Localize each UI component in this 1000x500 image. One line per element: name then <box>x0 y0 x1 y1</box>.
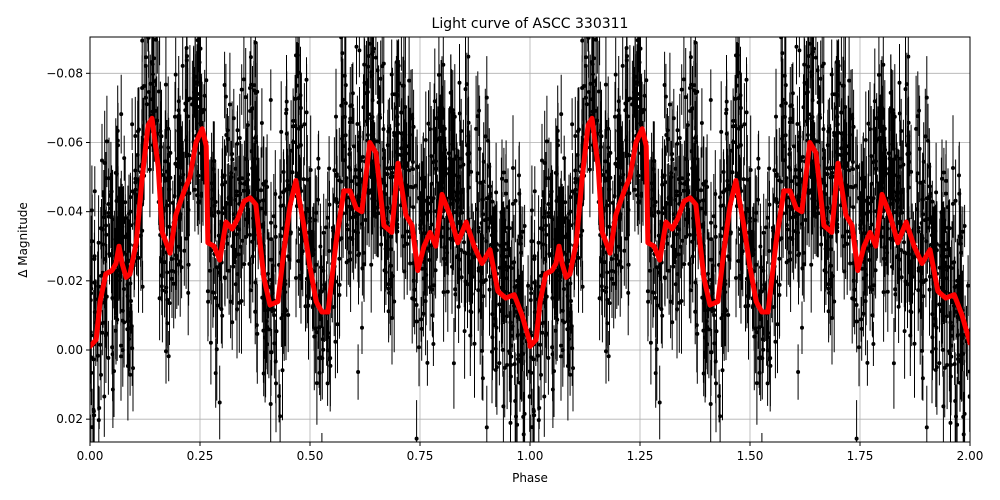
model-curve <box>90 115 970 349</box>
x-tick-label: 0.50 <box>297 449 324 463</box>
x-tick-label: 1.50 <box>737 449 764 463</box>
y-axis-ticks: −0.08 −0.06 −0.04 −0.02 0.00 0.02 <box>46 66 90 426</box>
x-tick-label: 0.25 <box>187 449 214 463</box>
y-tick-label: −0.02 <box>46 274 83 288</box>
x-tick-label: 1.75 <box>847 449 874 463</box>
chart-title: Light curve of ASCC 330311 <box>432 16 629 32</box>
x-axis-ticks: 0.00 0.25 0.50 0.75 1.00 1.25 1.50 1.75 2.00 <box>77 442 984 463</box>
y-tick-label: 0.02 <box>56 412 83 426</box>
y-tick-label: 0.00 <box>56 343 83 357</box>
x-tick-label: 1.25 <box>627 449 654 463</box>
x-tick-label: 2.00 <box>957 449 984 463</box>
y-axis-label: Δ Magnitude <box>16 202 30 278</box>
x-tick-label: 1.00 <box>517 449 544 463</box>
y-tick-label: −0.06 <box>46 135 83 149</box>
y-tick-label: −0.08 <box>46 66 83 80</box>
y-tick-label: −0.04 <box>46 205 83 219</box>
x-tick-label: 0.75 <box>407 449 434 463</box>
x-tick-label: 0.00 <box>77 449 104 463</box>
x-axis-label: Phase <box>512 471 548 485</box>
observation-points <box>90 37 970 442</box>
